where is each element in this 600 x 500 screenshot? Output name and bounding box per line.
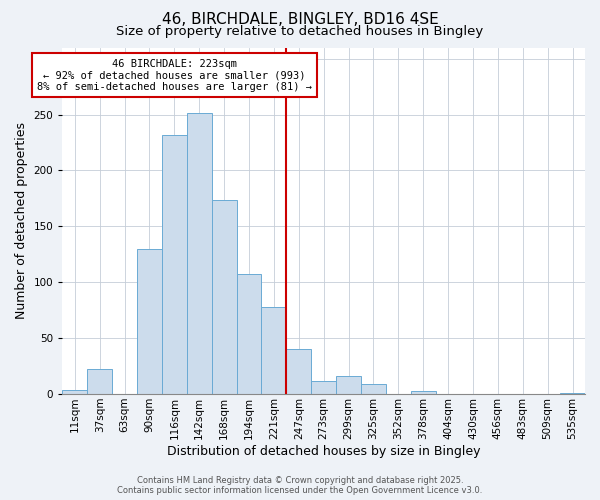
X-axis label: Distribution of detached houses by size in Bingley: Distribution of detached houses by size … xyxy=(167,444,481,458)
Bar xyxy=(311,380,336,394)
Bar xyxy=(187,114,212,394)
Bar xyxy=(286,350,311,394)
Bar xyxy=(137,248,162,394)
Bar xyxy=(162,134,187,394)
Bar xyxy=(262,307,286,394)
Text: 46, BIRCHDALE, BINGLEY, BD16 4SE: 46, BIRCHDALE, BINGLEY, BD16 4SE xyxy=(161,12,439,28)
Bar xyxy=(62,390,87,394)
Text: Size of property relative to detached houses in Bingley: Size of property relative to detached ho… xyxy=(116,25,484,38)
Y-axis label: Number of detached properties: Number of detached properties xyxy=(15,122,28,320)
Bar xyxy=(212,200,236,394)
Bar xyxy=(560,393,585,394)
Text: Contains HM Land Registry data © Crown copyright and database right 2025.: Contains HM Land Registry data © Crown c… xyxy=(137,476,463,485)
Text: Contains public sector information licensed under the Open Government Licence v3: Contains public sector information licen… xyxy=(118,486,482,495)
Bar xyxy=(87,370,112,394)
Bar xyxy=(336,376,361,394)
Bar xyxy=(411,390,436,394)
Bar xyxy=(361,384,386,394)
Bar xyxy=(236,274,262,394)
Text: 46 BIRCHDALE: 223sqm
← 92% of detached houses are smaller (993)
8% of semi-detac: 46 BIRCHDALE: 223sqm ← 92% of detached h… xyxy=(37,58,312,92)
